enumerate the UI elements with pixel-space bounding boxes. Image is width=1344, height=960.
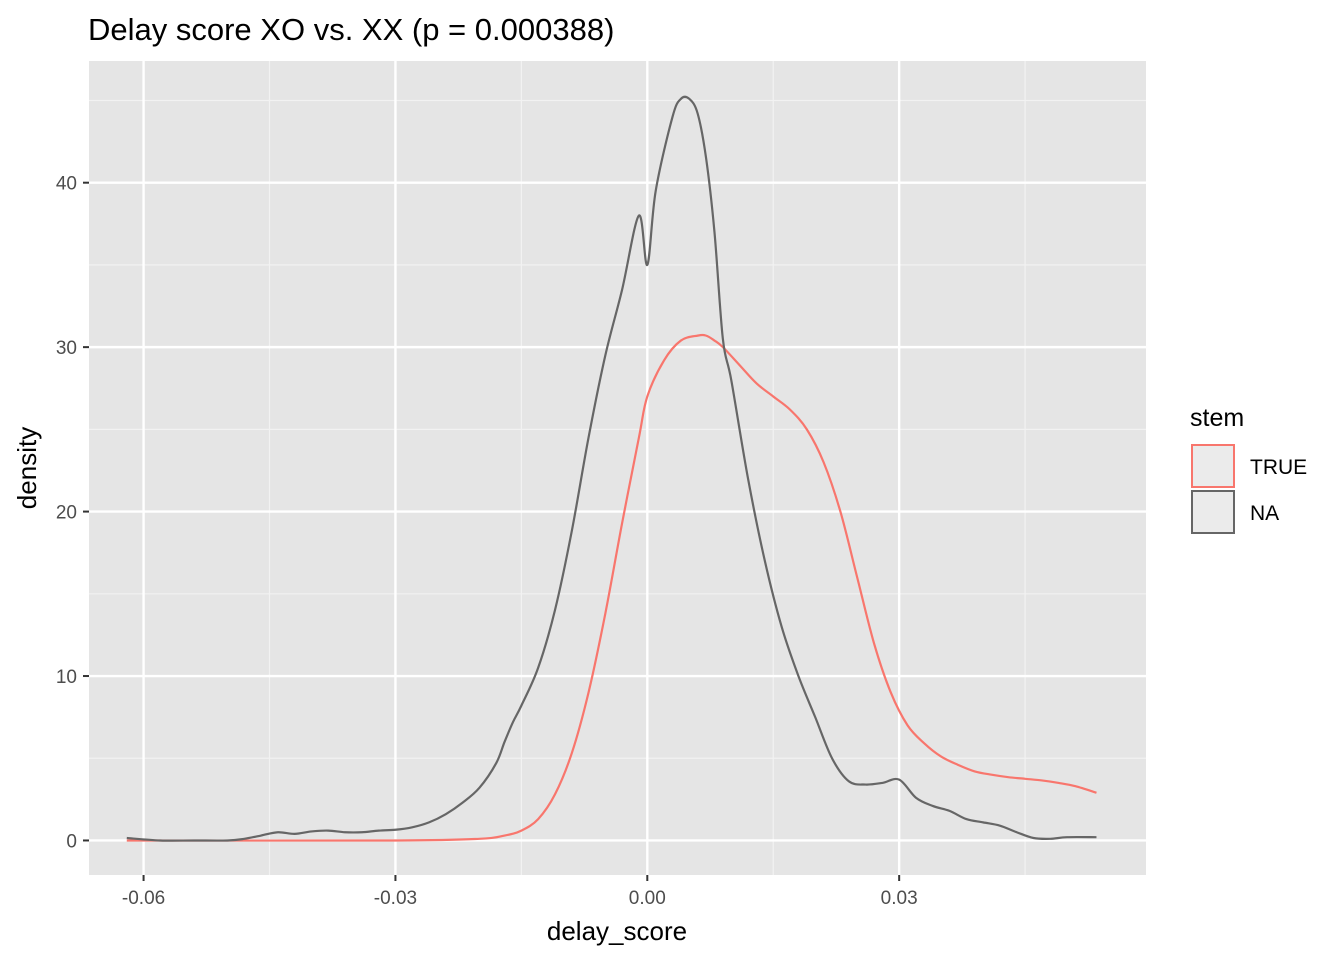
legend-keys: TRUE NA bbox=[1191, 444, 1307, 534]
y-tick-label: 20 bbox=[56, 503, 77, 524]
series-line-na bbox=[126, 95, 1097, 842]
y-axis-title: density bbox=[12, 427, 42, 509]
legend-key-na bbox=[1191, 490, 1235, 534]
legend-label-true: TRUE bbox=[1250, 456, 1307, 479]
y-tick-label: 30 bbox=[56, 338, 77, 359]
x-tick-label: 0.03 bbox=[881, 888, 918, 909]
series-line-true bbox=[126, 333, 1097, 842]
x-axis-title: delay_score bbox=[547, 916, 687, 946]
density-series bbox=[126, 95, 1097, 842]
y-tick-label: 10 bbox=[56, 667, 77, 688]
legend-title: stem bbox=[1190, 404, 1244, 432]
legend-key-true bbox=[1191, 444, 1235, 488]
x-tick-label: 0.00 bbox=[629, 888, 666, 909]
legend: stem TRUE NA bbox=[1190, 404, 1307, 534]
chart-title: Delay score XO vs. XX (p = 0.000388) bbox=[88, 12, 614, 47]
x-tick-label: -0.06 bbox=[122, 888, 165, 909]
x-tick-label: -0.03 bbox=[374, 888, 417, 909]
y-tick-label: 0 bbox=[66, 831, 77, 852]
legend-label-na: NA bbox=[1250, 502, 1279, 525]
plot-panel bbox=[89, 61, 1146, 875]
axes: -0.06 -0.03 0.00 0.03 0 10 20 30 40 bbox=[56, 174, 918, 909]
major-gridlines bbox=[89, 61, 1146, 875]
minor-gridlines bbox=[89, 61, 1146, 875]
y-tick-label: 40 bbox=[56, 174, 77, 195]
